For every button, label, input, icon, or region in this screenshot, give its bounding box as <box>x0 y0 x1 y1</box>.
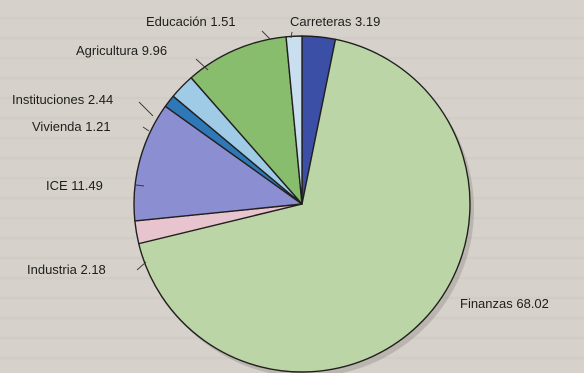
pie-slice-agricultura <box>190 36 303 205</box>
slice-label-finanzas: Finanzas 68.02 <box>460 296 549 311</box>
leader-line <box>195 58 209 71</box>
slice-label-vivienda: Vivienda 1.21 <box>32 119 111 134</box>
pie-slices <box>133 35 474 373</box>
pie-slice-ice <box>133 105 303 222</box>
leader-line <box>138 101 154 117</box>
leader-line <box>261 30 271 40</box>
pie-slice-educaci-n <box>285 35 303 205</box>
leader-line <box>290 31 293 39</box>
slice-label-educaci-n: Educación 1.51 <box>146 14 236 29</box>
slice-label-carreteras: Carreteras 3.19 <box>290 14 380 29</box>
slice-label-ice: ICE 11.49 <box>46 178 103 193</box>
pie-slice-finanzas <box>138 38 471 373</box>
leader-line <box>142 126 150 132</box>
slice-label-instituciones: Instituciones 2.44 <box>12 92 113 107</box>
leader-line <box>136 261 147 271</box>
leader-lines <box>135 30 293 271</box>
slice-label-industria: Industria 2.18 <box>27 262 106 277</box>
leader-line <box>135 184 145 187</box>
slice-label-agricultura: Agricultura 9.96 <box>76 43 167 58</box>
slice-labels: Carreteras 3.19 Finanzas 68.02 Industria 2… <box>12 14 549 311</box>
